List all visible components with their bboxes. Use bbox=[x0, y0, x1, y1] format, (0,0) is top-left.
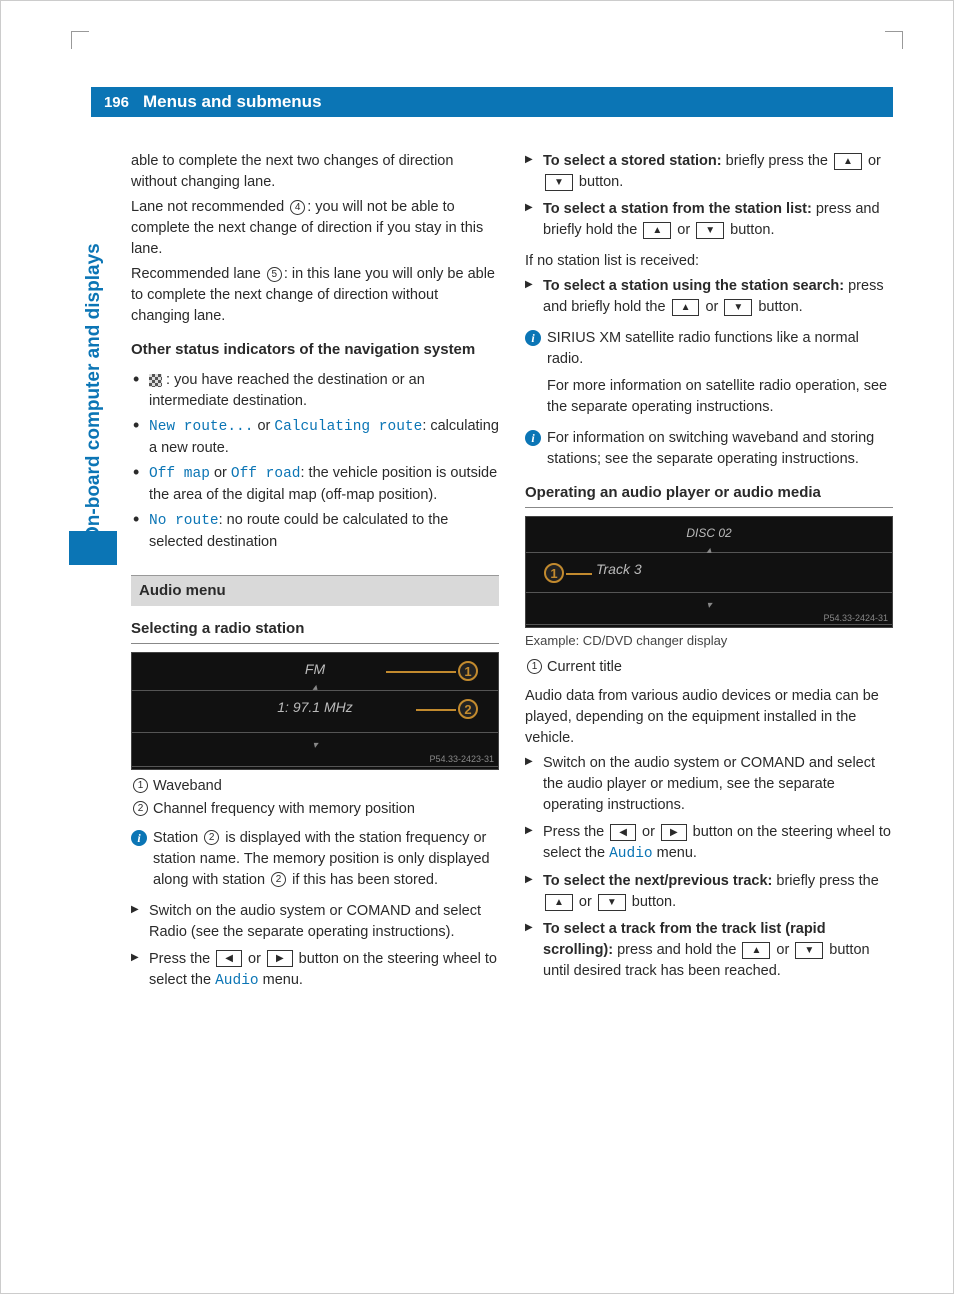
steps-radio-3: To select a station using the station se… bbox=[525, 276, 893, 318]
info-station-display: i Station 2 is displayed with the statio… bbox=[131, 828, 499, 891]
info-sirius: i SIRIUS XM satellite radio functions li… bbox=[525, 328, 893, 418]
heading-select-radio: Selecting a radio station bbox=[131, 618, 499, 644]
up-button-icon: ▲ bbox=[834, 153, 862, 170]
down-button-icon: ▼ bbox=[545, 174, 573, 191]
caption-disc: Example: CD/DVD changer display bbox=[525, 632, 893, 651]
step-select-from-list: To select a station from the station lis… bbox=[525, 199, 893, 241]
legend-disc: 1Current title bbox=[525, 657, 893, 678]
down-button-icon: ▼ bbox=[724, 299, 752, 316]
right-button-icon: ▶ bbox=[661, 824, 687, 841]
step-station-search: To select a station using the station se… bbox=[525, 276, 893, 318]
bullet-new-route: New route... or Calculating route: calcu… bbox=[131, 416, 499, 459]
para-lane-rec: Recommended lane 5: in this lane you wil… bbox=[131, 264, 499, 327]
ref-5-icon: 5 bbox=[267, 267, 282, 282]
up-button-icon: ▲ bbox=[545, 894, 573, 911]
right-button-icon: ▶ bbox=[267, 950, 293, 967]
step-select-stored: To select a stored station: briefly pres… bbox=[525, 151, 893, 193]
step-press-audio-2: Press the ◀ or ▶ button on the steering … bbox=[525, 822, 893, 865]
para-lane-notrec: Lane not recommended 4: you will not be … bbox=[131, 197, 499, 260]
info-icon: i bbox=[525, 430, 541, 446]
para-no-station-list: If no station list is received: bbox=[525, 251, 893, 272]
radio-display-figure: FM▴ 1: 97.1 MHz ▾ 1 2 P54.33-2423-31 bbox=[131, 652, 499, 770]
section-audio-menu: Audio menu bbox=[131, 575, 499, 606]
steps-radio-1: Switch on the audio system or COMAND and… bbox=[131, 901, 499, 992]
bullet-off-map: Off map or Off road: the vehicle positio… bbox=[131, 463, 499, 506]
para-intro-1: able to complete the next two changes of… bbox=[131, 151, 499, 193]
nav-status-list: : you have reached the destination or an… bbox=[131, 370, 499, 553]
up-button-icon: ▲ bbox=[643, 222, 671, 239]
bullet-no-route: No route: no route could be calculated t… bbox=[131, 510, 499, 553]
info-icon: i bbox=[131, 830, 147, 846]
crop-mark-tl bbox=[71, 31, 89, 49]
callout-1-icon: 1 bbox=[458, 661, 478, 681]
down-button-icon: ▼ bbox=[696, 222, 724, 239]
bullet-destination: : you have reached the destination or an… bbox=[131, 370, 499, 412]
side-chapter-text: On-board computer and displays bbox=[83, 141, 105, 541]
page-title: Menus and submenus bbox=[135, 92, 322, 112]
callout-2-icon: 2 bbox=[458, 699, 478, 719]
ref-4-icon: 4 bbox=[290, 200, 305, 215]
checkered-flag-icon bbox=[149, 374, 162, 387]
figure-ref-1: P54.33-2423-31 bbox=[429, 753, 494, 766]
step-next-prev-track: To select the next/previous track: brief… bbox=[525, 871, 893, 913]
legend-radio: 1Waveband 2Channel frequency with memory… bbox=[131, 776, 499, 820]
page-number: 196 bbox=[91, 94, 135, 111]
side-chapter-label: On-board computer and displays bbox=[83, 161, 113, 561]
steps-audio-player: Switch on the audio system or COMAND and… bbox=[525, 753, 893, 982]
crop-mark-tr bbox=[885, 31, 903, 49]
disc-display-figure: DISC 02▴ Track 3 ▾ 1 P54.33-2424-31 bbox=[525, 516, 893, 628]
left-button-icon: ◀ bbox=[216, 950, 242, 967]
side-tab bbox=[69, 531, 117, 565]
heading-audio-player: Operating an audio player or audio media bbox=[525, 482, 893, 508]
page-header: 196 Menus and submenus bbox=[91, 87, 893, 117]
step-switch-on-radio: Switch on the audio system or COMAND and… bbox=[131, 901, 499, 943]
up-button-icon: ▲ bbox=[742, 942, 770, 959]
down-button-icon: ▼ bbox=[598, 894, 626, 911]
para-audio-data: Audio data from various audio devices or… bbox=[525, 686, 893, 749]
steps-radio-2: To select a stored station: briefly pres… bbox=[525, 151, 893, 241]
callout-1-icon: 1 bbox=[544, 563, 564, 583]
figure-ref-2: P54.33-2424-31 bbox=[823, 612, 888, 625]
info-waveband: i For information on switching waveband … bbox=[525, 428, 893, 470]
step-press-audio: Press the ◀ or ▶ button on the steering … bbox=[131, 949, 499, 992]
up-button-icon: ▲ bbox=[672, 299, 700, 316]
content-area: able to complete the next two changes of… bbox=[131, 151, 893, 1233]
step-rapid-scroll: To select a track from the track list (r… bbox=[525, 919, 893, 982]
down-button-icon: ▼ bbox=[795, 942, 823, 959]
heading-other-status: Other status indicators of the navigatio… bbox=[131, 339, 499, 364]
left-button-icon: ◀ bbox=[610, 824, 636, 841]
step-switch-on-audio: Switch on the audio system or COMAND and… bbox=[525, 753, 893, 816]
info-icon: i bbox=[525, 330, 541, 346]
